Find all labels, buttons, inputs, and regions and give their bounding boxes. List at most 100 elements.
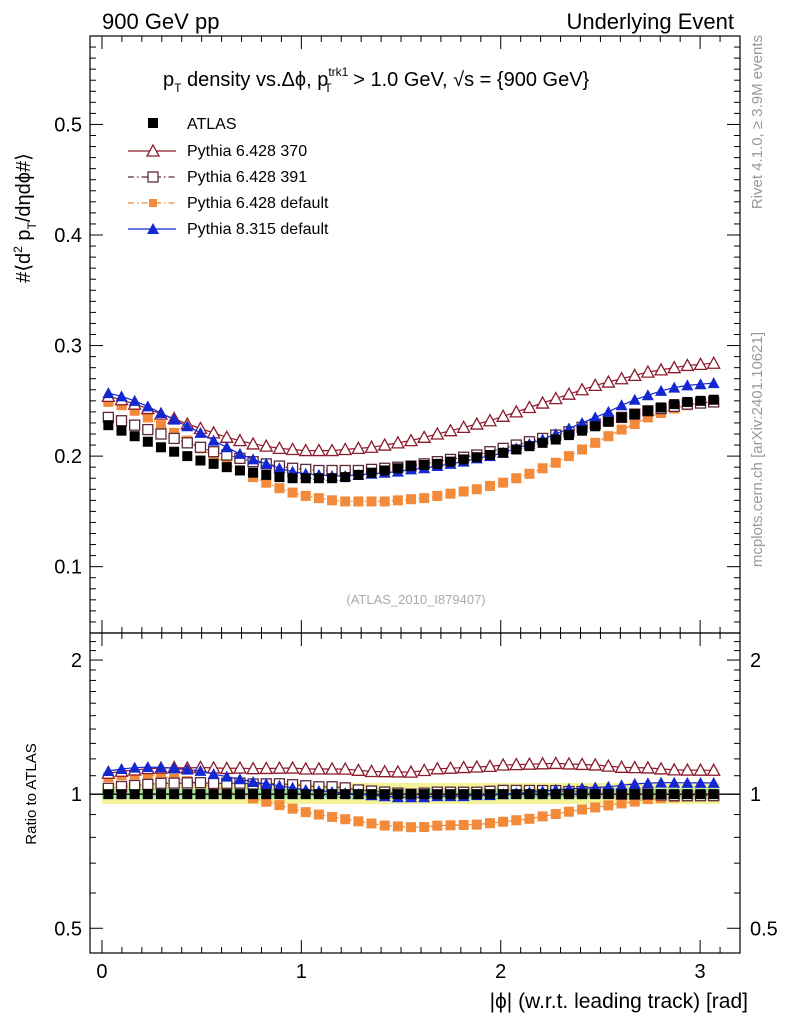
ratio-point-pythia-6-428-370 bbox=[693, 762, 708, 776]
point-atlas bbox=[129, 431, 140, 442]
point-pythia-6-428-default bbox=[498, 477, 509, 488]
ratio-point-atlas bbox=[392, 789, 403, 800]
mcplots-label: mcplots.cern.ch [arXiv:2401.10621] bbox=[749, 332, 766, 567]
point-pythia-8-315-default bbox=[260, 457, 273, 469]
point-pythia-8-315-default bbox=[615, 399, 628, 411]
ratio-point-atlas bbox=[577, 789, 588, 800]
ratio-point-pythia-6-428-default bbox=[458, 819, 469, 830]
point-pythia-8-315-default bbox=[181, 420, 194, 432]
point-atlas bbox=[563, 430, 574, 441]
point-atlas bbox=[155, 442, 166, 453]
ratio-point-atlas bbox=[261, 789, 272, 800]
point-atlas bbox=[142, 436, 153, 447]
ratio-point-pythia-6-428-default bbox=[484, 818, 495, 829]
point-pythia-6-428-391 bbox=[207, 446, 220, 458]
point-atlas bbox=[274, 472, 285, 483]
ratio-point-atlas bbox=[129, 789, 140, 800]
ratio-tick-label-right: 0.5 bbox=[750, 918, 778, 940]
point-pythia-6-428-370 bbox=[377, 437, 392, 451]
point-pythia-8-315-default bbox=[168, 413, 181, 425]
point-atlas bbox=[300, 473, 311, 484]
legend-item-p6-default: Pythia 6.428 default bbox=[128, 195, 329, 212]
point-pythia-6-428-default bbox=[577, 444, 588, 455]
ratio-point-pythia-6-428-default bbox=[432, 820, 443, 831]
point-pythia-8-315-default bbox=[247, 453, 260, 465]
point-pythia-6-428-370 bbox=[614, 371, 629, 385]
point-atlas bbox=[708, 394, 719, 405]
ratio-point-pythia-6-428-default bbox=[274, 800, 285, 811]
point-pythia-6-428-default bbox=[458, 486, 469, 497]
ratio-tick-label-right: 1 bbox=[750, 784, 761, 806]
analysis-id: (ATLAS_2010_I879407) bbox=[346, 592, 485, 607]
ratio-point-pythia-6-428-default bbox=[498, 816, 509, 827]
ratio-point-pythia-8-315-default bbox=[220, 770, 233, 782]
ratio-point-pythia-6-428-370 bbox=[311, 761, 326, 775]
legend-marker-p6-370 bbox=[145, 143, 161, 157]
ratio-point-pythia-6-428-370 bbox=[653, 761, 669, 775]
ratio-point-pythia-6-428-default bbox=[366, 818, 377, 829]
ratio-point-pythia-8-315-default bbox=[154, 761, 167, 773]
point-atlas bbox=[353, 469, 364, 480]
ratio-point-atlas bbox=[182, 789, 193, 800]
y-tick-label: 0.4 bbox=[54, 225, 82, 247]
ratio-point-pythia-6-428-default bbox=[550, 809, 561, 820]
ratio-point-pythia-8-315-default bbox=[628, 777, 641, 789]
ratio-point-pythia-6-428-default bbox=[406, 822, 417, 833]
point-pythia-6-428-370 bbox=[693, 356, 708, 371]
point-pythia-6-428-default bbox=[484, 480, 495, 491]
point-pythia-6-428-default bbox=[419, 493, 430, 504]
ratio-point-atlas bbox=[550, 789, 561, 800]
point-atlas bbox=[392, 463, 403, 474]
point-atlas bbox=[103, 420, 114, 431]
point-pythia-6-428-370 bbox=[482, 413, 498, 427]
ratio-point-pythia-6-428-default bbox=[300, 807, 311, 818]
ratio-point-pythia-8-315-default bbox=[128, 761, 141, 773]
point-pythia-6-428-391 bbox=[168, 432, 180, 445]
point-pythia-6-428-370 bbox=[456, 420, 471, 434]
point-atlas bbox=[379, 465, 390, 476]
ratio-point-atlas bbox=[313, 789, 324, 800]
point-pythia-8-315-default bbox=[273, 462, 286, 474]
ratio-point-atlas bbox=[169, 789, 180, 800]
point-atlas bbox=[695, 395, 706, 406]
ratio-point-atlas bbox=[327, 789, 338, 800]
point-atlas bbox=[629, 409, 640, 420]
point-pythia-6-428-391 bbox=[115, 415, 128, 427]
point-pythia-6-428-370 bbox=[417, 429, 432, 443]
ratio-point-pythia-6-428-370 bbox=[469, 759, 484, 773]
legend-label-atlas: ATLAS bbox=[187, 116, 237, 133]
ratio-tick-label-right: 2 bbox=[750, 650, 761, 672]
point-pythia-6-428-default bbox=[340, 496, 351, 507]
ratio-point-atlas bbox=[590, 789, 601, 800]
point-pythia-6-428-default bbox=[379, 496, 390, 507]
point-pythia-6-428-370 bbox=[706, 355, 721, 369]
point-pythia-6-428-370 bbox=[430, 426, 445, 440]
point-pythia-8-315-default bbox=[102, 387, 115, 399]
point-pythia-6-428-370 bbox=[535, 395, 550, 409]
ratio-point-pythia-6-428-370 bbox=[601, 758, 616, 772]
ratio-point-pythia-6-428-391 bbox=[129, 779, 141, 792]
ratio-point-pythia-6-428-370 bbox=[272, 760, 287, 774]
ratio-point-pythia-6-428-370 bbox=[403, 764, 419, 778]
point-pythia-8-315-default bbox=[694, 378, 707, 390]
y-tick-label: 0.1 bbox=[54, 557, 82, 579]
ratio-point-pythia-6-428-370 bbox=[482, 759, 498, 773]
point-atlas bbox=[195, 455, 206, 466]
point-pythia-6-428-370 bbox=[298, 443, 313, 457]
point-pythia-6-428-default bbox=[274, 483, 285, 494]
point-pythia-6-428-370 bbox=[246, 436, 261, 450]
ratio-point-pythia-6-428-default bbox=[629, 796, 640, 807]
ratio-point-pythia-6-428-370 bbox=[561, 756, 577, 770]
ratio-point-atlas bbox=[234, 789, 245, 800]
ratio-point-pythia-6-428-370 bbox=[338, 761, 353, 775]
point-atlas bbox=[406, 461, 417, 472]
ratio-point-pythia-8-315-default bbox=[260, 777, 273, 789]
rivet-label: Rivet 4.1.0, ≥ 3.9M events bbox=[749, 35, 766, 209]
point-atlas bbox=[419, 459, 430, 470]
point-atlas bbox=[471, 452, 482, 463]
ratio-point-pythia-6-428-default bbox=[313, 809, 324, 820]
ratio-point-pythia-6-428-default bbox=[524, 813, 535, 824]
point-atlas bbox=[537, 437, 548, 448]
ratio-point-pythia-6-428-370 bbox=[285, 760, 300, 774]
